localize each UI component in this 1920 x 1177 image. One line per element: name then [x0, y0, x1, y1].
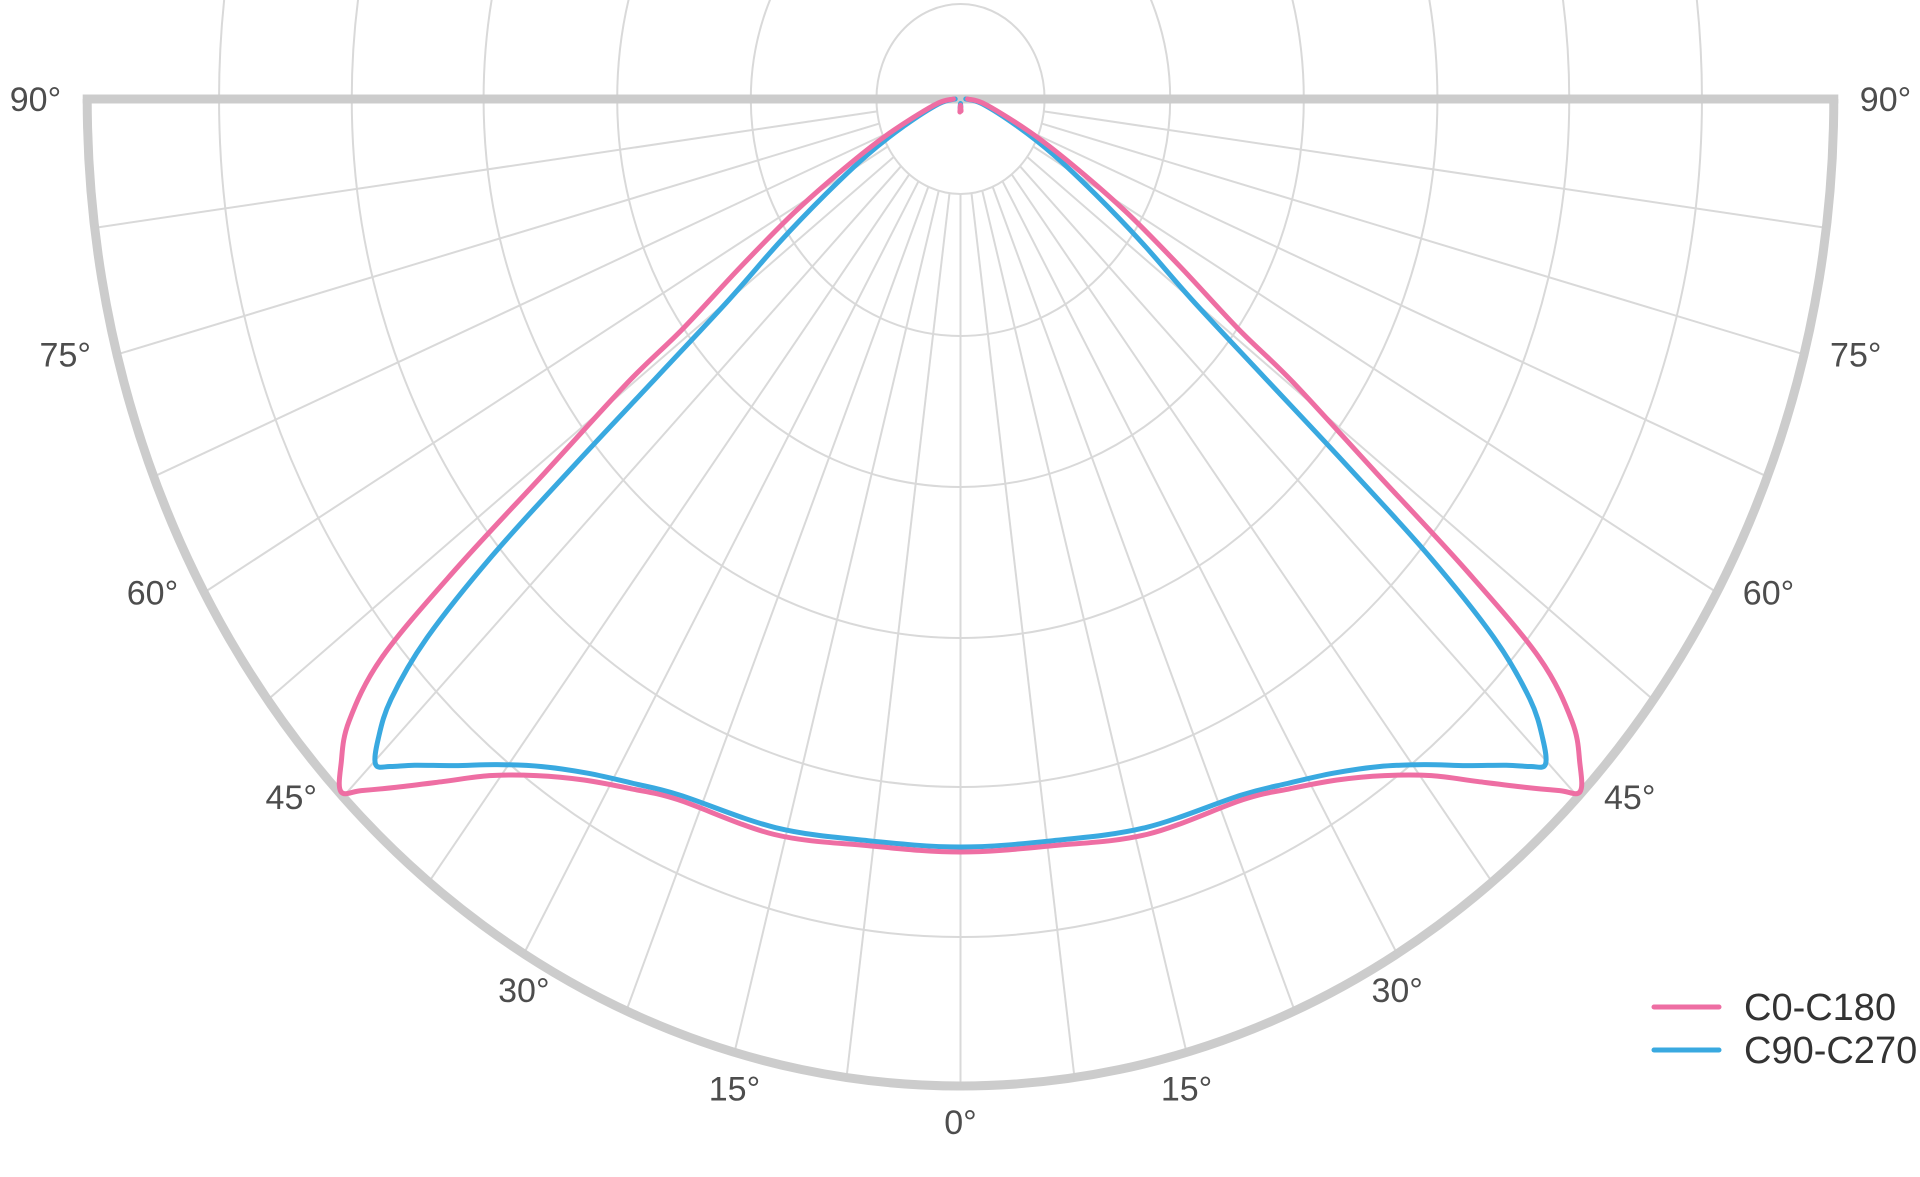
svg-text:75°: 75°: [40, 336, 91, 374]
svg-text:15°: 15°: [1161, 1070, 1212, 1108]
svg-text:45°: 45°: [1604, 779, 1655, 817]
svg-text:15°: 15°: [709, 1070, 760, 1108]
svg-text:C90-C270: C90-C270: [1744, 1030, 1917, 1072]
svg-text:60°: 60°: [127, 575, 178, 613]
svg-text:60°: 60°: [1743, 575, 1794, 613]
svg-text:90°: 90°: [10, 81, 61, 119]
svg-text:0°: 0°: [944, 1104, 977, 1142]
svg-text:75°: 75°: [1830, 336, 1881, 374]
svg-text:30°: 30°: [498, 972, 549, 1010]
svg-text:45°: 45°: [266, 779, 317, 817]
svg-text:90°: 90°: [1860, 81, 1911, 119]
svg-text:30°: 30°: [1371, 972, 1422, 1010]
svg-text:C0-C180: C0-C180: [1744, 987, 1896, 1029]
